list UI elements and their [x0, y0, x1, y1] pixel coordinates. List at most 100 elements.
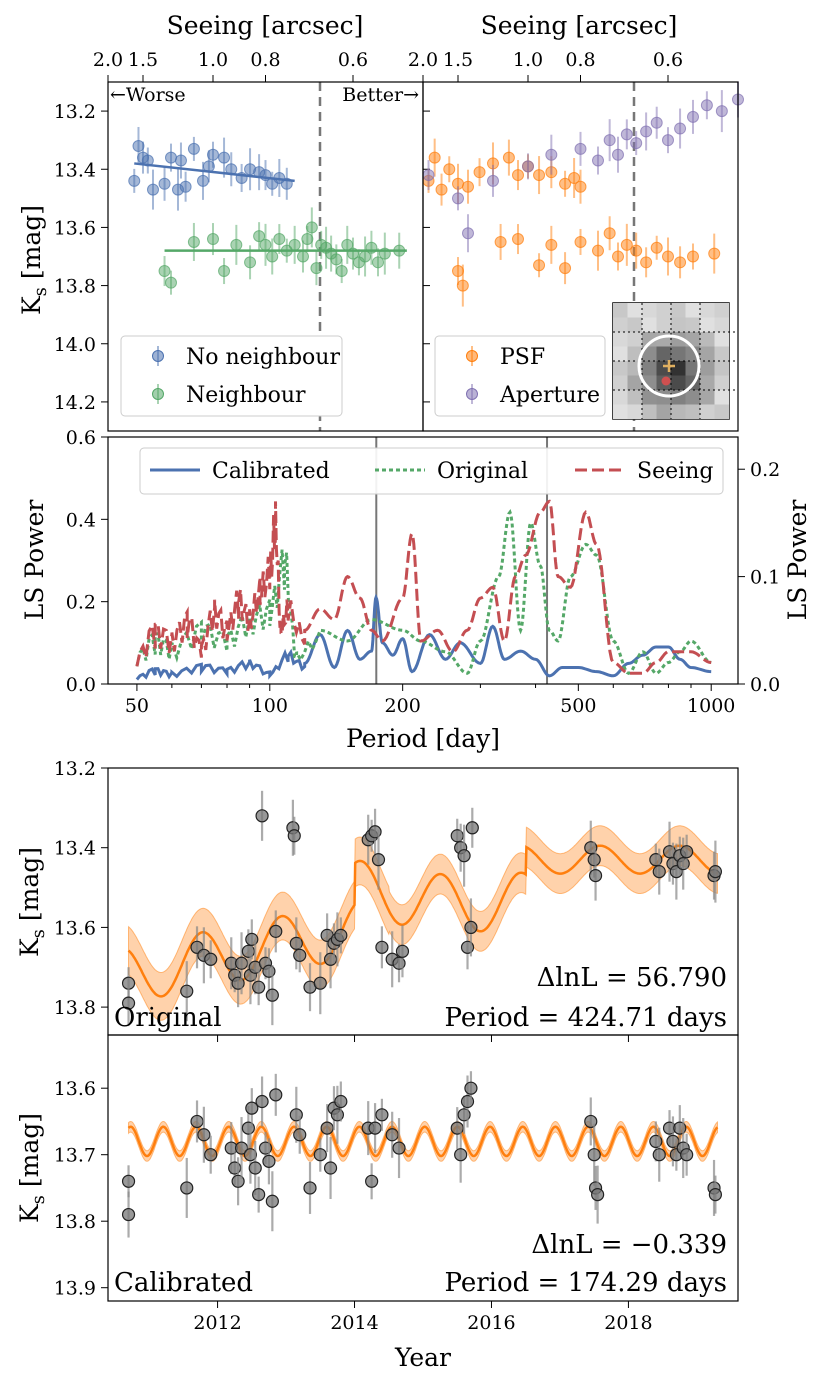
data-point — [180, 1181, 194, 1195]
data-point — [313, 976, 327, 990]
data-point — [121, 1207, 136, 1222]
stamp-pixel — [714, 361, 730, 376]
right-tick-label: 0.1 — [750, 567, 780, 589]
stamp-pixel — [642, 346, 657, 362]
data-point — [502, 151, 515, 164]
original-y-ticks: 13.2 13.4 13.6 13.8 — [54, 758, 108, 1019]
legend-label-seeing: Seeing — [637, 459, 713, 484]
y-tick-label: 13.2 — [54, 758, 96, 780]
stamp-pixel — [685, 361, 701, 376]
data-point — [592, 244, 604, 257]
data-point — [687, 250, 699, 263]
points-left — [128, 126, 406, 295]
y-axis-label-top: Ks [mag] — [17, 205, 51, 315]
data-point — [652, 865, 666, 879]
data-point — [708, 1187, 723, 1202]
data-point — [335, 265, 348, 278]
data-point — [512, 233, 524, 246]
data-point — [464, 1081, 478, 1095]
data-point — [708, 865, 723, 879]
stamp-pixel — [613, 361, 628, 376]
data-point — [588, 868, 603, 883]
ls-power-left-label: LS Power — [20, 500, 49, 621]
stamp-pixel — [700, 404, 715, 420]
top-tick-label: 0.6 — [653, 49, 683, 71]
data-point — [259, 169, 272, 182]
data-point — [269, 1088, 283, 1102]
legend-label-calibrated: Calibrated — [212, 459, 330, 484]
stamp-pixel — [627, 346, 643, 362]
data-point — [612, 148, 624, 161]
y-tick-label: 13.8 — [54, 997, 96, 1019]
stamp-pixel — [714, 332, 730, 347]
data-point — [252, 1187, 266, 1202]
stamp-pixel — [642, 404, 657, 420]
stamp-pixel — [700, 303, 715, 318]
points-right — [422, 81, 744, 307]
calibrated-delta-lnl: ΔlnL = −0.339 — [531, 1230, 727, 1260]
stamp-pixel — [671, 317, 686, 333]
year-axis-label: Year — [394, 1343, 451, 1372]
right-tick-label: 0.2 — [750, 459, 780, 481]
stamp-pixel — [700, 361, 715, 376]
data-point — [640, 256, 653, 269]
data-point — [293, 1128, 307, 1142]
x-tick-label: 50 — [125, 695, 149, 717]
y-tick-label: 13.8 — [54, 276, 96, 298]
stamp-pixel — [613, 317, 628, 333]
data-point — [640, 125, 653, 138]
x-tick-label: 500 — [560, 695, 596, 717]
data-point — [603, 134, 616, 147]
data-point — [273, 233, 286, 246]
data-point — [372, 256, 384, 269]
data-point — [574, 142, 587, 155]
y-tick-label: 13.6 — [54, 917, 96, 939]
data-point — [234, 956, 249, 970]
top-tick-label: 1.0 — [513, 49, 543, 71]
y-tick-label: 14.0 — [54, 334, 96, 356]
stamp-pixel — [627, 332, 643, 347]
stamp-pixel — [700, 390, 715, 405]
stamp-pixel — [613, 303, 628, 318]
axes-frame-periodogram — [107, 436, 739, 685]
stamp-pixel — [613, 332, 628, 347]
top-ticks-right: 2.0 1.5 1.0 0.8 0.6 — [408, 49, 683, 82]
data-point — [180, 984, 194, 998]
stamp-pixel — [613, 404, 628, 420]
data-point — [687, 110, 699, 123]
legend-entry-original: Original — [375, 459, 528, 484]
top-tick-label: 1.0 — [198, 49, 228, 71]
data-point — [591, 1187, 605, 1202]
data-point — [464, 920, 478, 935]
calibrated-period: Period = 174.29 days — [445, 1268, 727, 1298]
center-cross-icon — [663, 360, 675, 372]
stamp-pixel — [671, 346, 686, 362]
stamp-pixel — [642, 303, 657, 318]
data-point — [266, 250, 279, 263]
data-point — [700, 99, 713, 112]
top-ticks-left: 2.0 1.5 1.0 0.8 0.6 — [93, 49, 368, 82]
data-point — [465, 821, 479, 835]
data-point — [334, 1094, 348, 1109]
data-point — [385, 1128, 399, 1142]
panel-original-lightcurve: 13.2 13.4 13.6 13.8 Ks [mag] Original ΔlnL … — [15, 758, 739, 1042]
data-point — [310, 262, 323, 275]
stamp-pixel — [671, 303, 686, 318]
data-point — [559, 177, 572, 190]
data-point — [456, 279, 469, 292]
aperture-circle — [637, 334, 701, 398]
stamp-pixel — [685, 317, 701, 333]
data-point — [269, 924, 283, 938]
top-tick-label: 0.8 — [250, 49, 280, 71]
stamp-pixel — [700, 332, 715, 347]
data-point — [662, 134, 674, 147]
panel-periodogram: 0.0 0.2 0.4 0.6 0.0 0.1 0.2 50 100 200 500 1000 L… — [20, 427, 812, 753]
data-point — [320, 1121, 334, 1135]
stamp-pixel — [714, 404, 730, 420]
data-point — [368, 1121, 382, 1135]
right-tick-label: 0.0 — [750, 674, 780, 696]
stamp-pixel — [714, 303, 730, 318]
data-point — [574, 180, 587, 193]
calibrated-y-ticks: 13.6 13.7 13.8 13.9 — [54, 1078, 108, 1300]
y-tick-label: 13.9 — [54, 1278, 96, 1300]
